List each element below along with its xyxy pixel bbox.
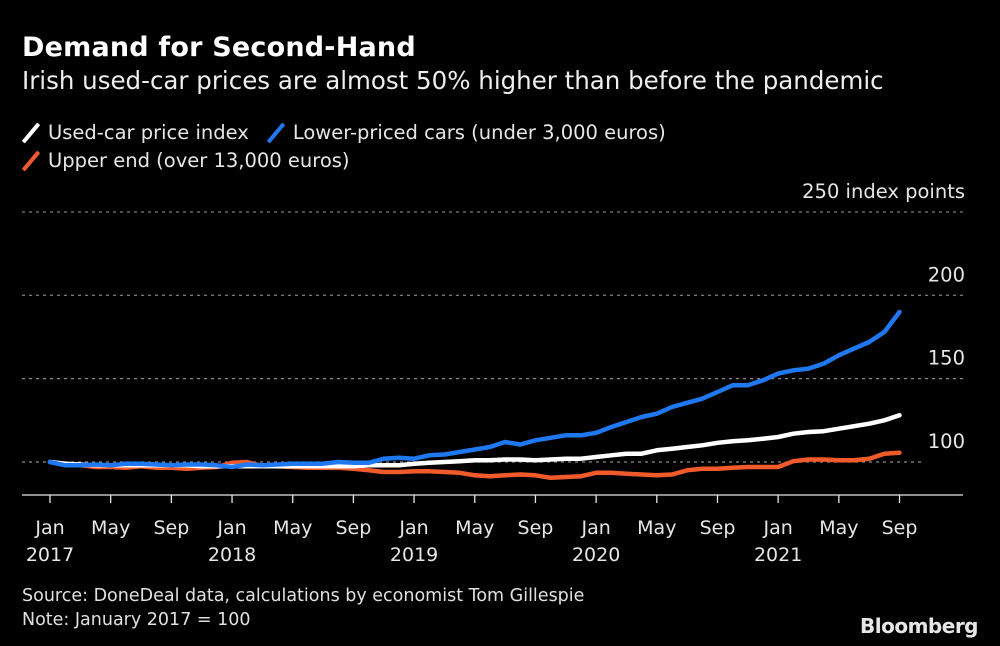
chart-title: Demand for Second-Hand <box>22 32 416 63</box>
x-tick-year-label: 2017 <box>26 544 74 566</box>
y-tick-label: 250 index points <box>802 180 965 203</box>
x-tick-year-label: 2019 <box>390 544 438 566</box>
x-tick-label: May <box>819 517 858 539</box>
x-tick-year-label: 2021 <box>754 544 802 566</box>
x-tick-year-label: 2020 <box>572 544 620 566</box>
x-tick-year-label: 2018 <box>208 544 256 566</box>
bloomberg-logo: Bloomberg <box>860 614 978 638</box>
legend-label: Used-car price index <box>48 120 249 144</box>
x-tick-label: Jan <box>580 517 610 539</box>
legend: Used-car price index Lower-priced cars (… <box>22 118 684 174</box>
legend-item-used-car-index: Used-car price index <box>22 121 249 144</box>
x-tick-label: Jan <box>34 517 64 539</box>
x-tick-label: Jan <box>398 517 428 539</box>
x-tick-label: Sep <box>153 517 189 539</box>
x-tick-label: May <box>91 517 130 539</box>
x-tick-label: May <box>637 517 676 539</box>
source-note: Source: DoneDeal data, calculations by e… <box>22 586 585 606</box>
footer: Source: DoneDeal data, calculations by e… <box>22 584 584 632</box>
x-tick-label: Jan <box>763 517 793 539</box>
x-tick-label: Jan <box>216 517 246 539</box>
x-tick-label: May <box>455 517 494 539</box>
chart-subtitle: Irish used-car prices are almost 50% hig… <box>22 66 884 95</box>
x-tick-label: Sep <box>700 517 736 539</box>
series-line-upper-end-over-13-000-euros <box>47 450 902 481</box>
index-note: Note: January 2017 = 100 <box>22 610 251 630</box>
series-line-lower-priced-cars-under-3-000-euros <box>47 309 902 470</box>
x-tick-label: May <box>273 517 312 539</box>
x-tick-label: Sep <box>518 517 554 539</box>
legend-label: Lower-priced cars (under 3,000 euros) <box>292 120 666 144</box>
x-tick-label: Sep <box>335 517 371 539</box>
x-tick-label: Sep <box>882 517 918 539</box>
series-line-used-car-price-index <box>47 413 902 469</box>
y-tick-label: 100 <box>928 430 965 453</box>
legend-item-lower-priced: Lower-priced cars (under 3,000 euros) <box>267 121 666 144</box>
y-tick-label: 200 <box>928 263 965 286</box>
legend-label: Upper end (over 13,000 euros) <box>48 148 350 172</box>
legend-item-upper-end: Upper end (over 13,000 euros) <box>22 149 350 172</box>
y-tick-label: 150 <box>928 347 965 370</box>
